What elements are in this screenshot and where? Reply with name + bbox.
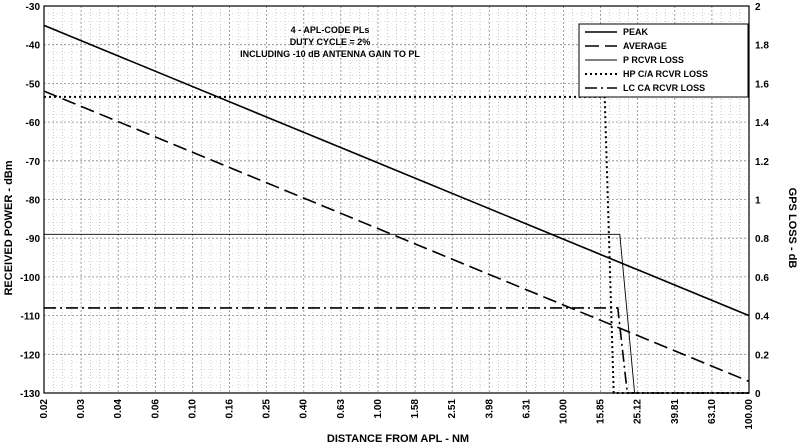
x-tick-label: 0.25 [262,399,273,419]
plot-frame [43,5,750,394]
y2-tick-label: 0.2 [755,350,769,361]
y-tick-label: -90 [26,234,41,245]
y2-tick-label: 2 [755,2,761,13]
y2-tick-label: 1.8 [755,41,769,52]
annotation-line-3: INCLUDING -10 dB ANTENNA GAIN TO PL [240,49,420,59]
y2-tick-label: 1 [755,196,761,207]
x-tick-label: 15.85 [596,399,607,424]
legend-label: PEAK [623,27,649,37]
x-tick-label: 0.06 [150,399,161,419]
x-tick-label: 2.51 [447,399,458,419]
tick-labels: 0.02 0.03 0.04 0.06 0.10 0.16 0.25 0.40 0.63 1.00… [20,2,769,430]
x-tick-label: 25.12 [633,399,644,424]
series-line-peak [43,24,750,317]
x-tick-label: 1.58 [410,399,421,419]
x-tick-label: 3.98 [484,399,495,419]
x-tick-label: 0.10 [187,399,198,419]
series-line-lc-ca-rcvr-loss [44,307,749,394]
legend-label: HP C/A RCVR LOSS [623,69,708,79]
y-tick-label: -30 [26,2,41,13]
y2-axis-label: GPS LOSS - dB [786,188,798,269]
y2-tick-label: 0.6 [755,273,769,284]
y-tick-label: -70 [26,157,41,168]
x-tick-label: 10.00 [558,399,569,424]
x-tick-label: 63.10 [707,399,718,424]
x-tick-label: 0.04 [113,399,124,419]
y-tick-label: -50 [26,79,41,90]
grid [44,6,749,393]
y2-tick-label: 1.4 [755,118,769,129]
y2-tick-label: 0.4 [755,312,769,323]
y-tick-label: -40 [26,41,41,52]
legend-box [578,23,749,98]
legend-label: P RCVR LOSS [623,55,684,65]
y-tick-label: -120 [20,350,40,361]
y2-tick-label: 0.8 [755,234,769,245]
series-line-hp-c-a-rcvr-loss [44,95,749,394]
annotation-line-1: 4 - APL-CODE PLs [291,25,370,35]
x-tick-label: 100.00 [744,399,755,430]
x-tick-label: 39.81 [670,399,681,424]
x-axis-label: DISTANCE FROM APL - NM [327,433,469,445]
legend-label: AVERAGE [623,41,667,51]
y2-tick-label: 1.6 [755,79,769,90]
x-tick-label: 0.02 [39,399,50,419]
x-tick-label: 6.31 [521,399,532,419]
legend: PEAK AVERAGE P RCVR LOSS HP C/A RCVR LOSS LC… [578,23,749,98]
y2-tick-label: 1.2 [755,157,769,168]
y-tick-label: -80 [26,196,41,207]
y-axis-label: RECEIVED POWER - dBm [3,160,15,295]
series-group [43,24,750,394]
x-tick-label: 0.40 [299,399,310,419]
y-tick-label: -110 [21,312,41,323]
x-tick-label: 0.16 [225,399,236,419]
y-tick-label: -130 [20,389,40,400]
y-tick-label: -60 [26,118,41,129]
series-line-average [43,90,750,383]
x-tick-label: 0.63 [336,399,347,419]
x-tick-label: 0.03 [76,399,87,419]
x-tick-label: 1.00 [373,399,384,419]
y2-tick-label: 0 [755,389,761,400]
annotation-line-2: DUTY CYCLE = 2% [290,37,371,47]
y-tick-label: -100 [20,273,40,284]
legend-label: LC CA RCVR LOSS [623,83,705,93]
